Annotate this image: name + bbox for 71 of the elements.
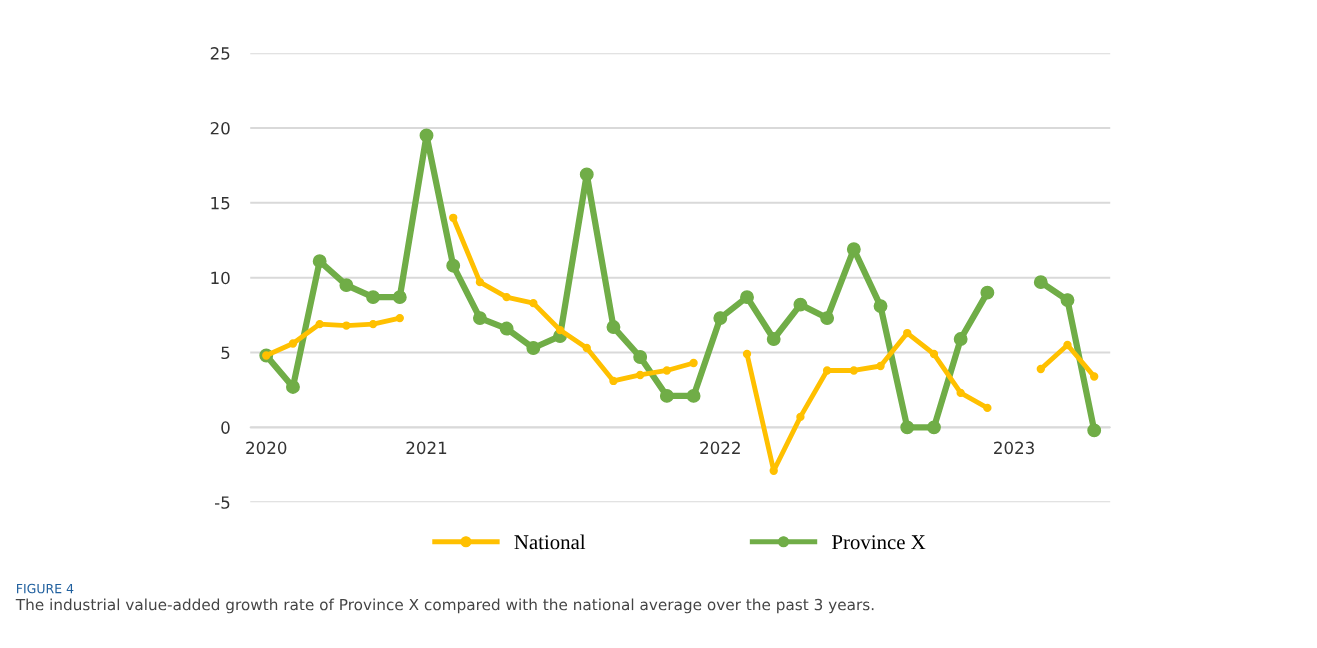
x-tick-label: 2021	[406, 441, 447, 455]
y-tick-label: -5	[214, 496, 230, 509]
y-tick-label: 20	[210, 121, 230, 135]
point	[659, 388, 674, 403]
point	[449, 213, 458, 222]
point	[822, 366, 832, 375]
point	[769, 466, 778, 475]
point	[927, 420, 941, 435]
point	[502, 292, 511, 302]
point	[606, 320, 621, 335]
point	[342, 321, 351, 330]
point	[929, 349, 939, 359]
point	[956, 388, 965, 398]
point	[1063, 340, 1072, 350]
point	[766, 332, 781, 346]
point	[689, 358, 698, 368]
point	[395, 313, 404, 323]
point	[312, 254, 327, 269]
legend-label: National	[514, 534, 586, 550]
y-tick-label: 15	[211, 197, 230, 210]
y-tick-label: 10	[211, 271, 230, 285]
point	[1036, 364, 1045, 374]
caption: FIGURE 4	[17, 583, 74, 594]
point	[475, 277, 485, 287]
point	[529, 298, 538, 308]
point	[983, 403, 992, 413]
point	[286, 379, 300, 394]
point	[368, 319, 378, 329]
point	[392, 290, 407, 305]
x-tick-label: 2023	[994, 441, 1034, 455]
point	[582, 343, 591, 353]
point	[820, 311, 835, 326]
point	[499, 321, 514, 336]
point	[1060, 293, 1075, 308]
y-tick-label: 0	[221, 421, 230, 434]
point	[472, 311, 487, 326]
point	[526, 341, 541, 355]
point	[793, 297, 808, 312]
point	[662, 366, 672, 375]
y-tick-label: 5	[221, 346, 230, 360]
point	[579, 167, 594, 182]
point	[446, 258, 461, 273]
point	[740, 290, 754, 305]
text: The industrial value-added growth rate of Province X compared with the national average over the past 3 years.	[15, 598, 874, 614]
point	[1087, 423, 1102, 438]
point	[339, 278, 354, 293]
point	[633, 350, 648, 364]
point	[980, 285, 995, 300]
point	[900, 420, 915, 435]
y-tick-label: 25	[210, 47, 230, 60]
x-tick-label: 2022	[700, 441, 740, 455]
legend-label: Province X	[832, 535, 926, 550]
point	[419, 128, 434, 143]
point	[876, 361, 885, 371]
point	[796, 412, 805, 422]
point	[288, 339, 298, 348]
point	[953, 332, 968, 346]
point	[1033, 275, 1048, 290]
point	[636, 370, 645, 380]
point	[903, 328, 912, 338]
point	[873, 299, 888, 314]
point	[555, 325, 565, 335]
point	[742, 349, 752, 359]
point	[686, 388, 701, 403]
x-tick-label: 2020	[246, 441, 287, 455]
point	[1090, 372, 1099, 381]
point	[609, 376, 618, 386]
point	[849, 366, 859, 375]
point	[315, 319, 324, 329]
point	[366, 290, 381, 305]
point	[713, 311, 728, 326]
